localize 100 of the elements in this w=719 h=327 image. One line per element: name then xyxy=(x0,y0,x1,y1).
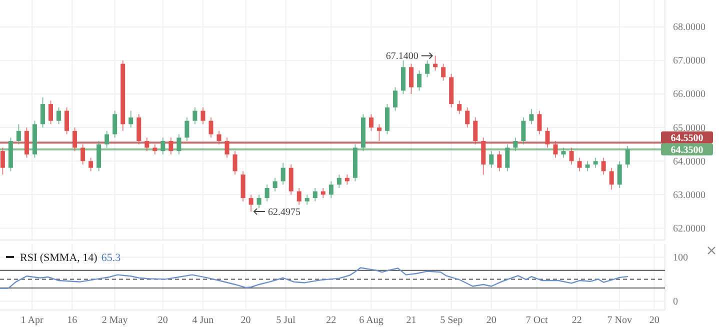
annotation: 67.1400 xyxy=(386,51,418,62)
x-tick-label: 1 Apr xyxy=(20,315,44,326)
candlestick xyxy=(601,157,606,176)
text: 65.3 xyxy=(101,252,122,264)
candlestick xyxy=(280,162,286,186)
candlestick xyxy=(80,144,86,165)
candlestick xyxy=(112,110,118,138)
candlestick xyxy=(16,124,21,145)
x-tick-label: 5 Jul xyxy=(276,315,296,326)
ref-line-label: 64.3500 xyxy=(670,144,704,156)
candlestick xyxy=(609,167,614,190)
candlestick xyxy=(288,164,294,196)
ref-line-label: 64.5500 xyxy=(670,132,704,144)
y-tick-label: 0 xyxy=(673,296,678,308)
candlestick xyxy=(344,174,350,186)
x-tick-label: 20 xyxy=(240,315,251,326)
candlestick xyxy=(513,137,518,152)
candlestick xyxy=(481,137,486,176)
x-tick-label: 20 xyxy=(158,315,168,326)
x-tick-label: 22 xyxy=(572,315,582,326)
candlestick xyxy=(473,116,478,145)
y-tick-label: 66.0000 xyxy=(673,89,706,100)
candlestick xyxy=(296,187,302,206)
candlestick xyxy=(561,147,566,158)
candlestick xyxy=(441,63,446,82)
x-tick-label: 5 Sep xyxy=(440,315,463,326)
candlestick xyxy=(545,127,550,148)
candlestick xyxy=(200,106,206,125)
candlestick xyxy=(368,114,374,132)
line-series xyxy=(0,267,628,290)
x-tick-label: 20 xyxy=(486,315,496,326)
candlestick xyxy=(593,157,598,168)
candlestick xyxy=(537,110,542,135)
x-tick-label: 22 xyxy=(326,315,336,326)
y-tick-label: 65.0000 xyxy=(673,122,706,134)
candlestick xyxy=(64,106,70,135)
candlestick xyxy=(505,144,510,172)
x-tick-label: 7 Nov xyxy=(607,315,632,326)
candlestick xyxy=(393,86,398,112)
candlestick xyxy=(160,137,166,155)
x-tick-label: 2 May xyxy=(102,315,128,326)
y-tick-label: 64.0000 xyxy=(673,156,706,168)
candlestick xyxy=(240,170,246,202)
candlestick xyxy=(96,140,102,172)
candlestick xyxy=(152,144,158,155)
y-tick-label: 68.0000 xyxy=(673,22,706,34)
candlestick xyxy=(232,150,238,176)
candlestick xyxy=(56,106,62,125)
candlestick xyxy=(529,108,534,125)
candlestick xyxy=(104,130,110,148)
candlestick xyxy=(136,114,142,145)
text: RSI (SMMA, 14) xyxy=(20,252,98,264)
candlestick xyxy=(577,157,582,172)
candlestick xyxy=(248,194,254,212)
candlestick xyxy=(433,55,438,71)
x-tick-label: 7 Oct xyxy=(526,315,548,326)
candlestick xyxy=(617,160,622,188)
candlestick xyxy=(40,96,45,128)
candlestick xyxy=(417,70,422,92)
candlestick xyxy=(409,63,414,94)
candlestick xyxy=(88,157,94,172)
candlestick xyxy=(208,116,214,138)
y-tick-label: 100 xyxy=(673,252,688,264)
candlestick xyxy=(312,187,318,202)
x-tick-label: 16 xyxy=(67,315,78,326)
candlestick xyxy=(465,106,470,128)
candlestick xyxy=(336,174,342,188)
candlestick xyxy=(216,130,222,145)
candlestick xyxy=(376,124,382,142)
candlestick xyxy=(168,137,174,155)
candlestick xyxy=(425,60,430,78)
candlestick xyxy=(489,150,494,168)
candlestick xyxy=(128,110,134,128)
x-tick-label: 20 xyxy=(649,315,660,326)
y-tick-label: 62.0000 xyxy=(673,223,706,234)
candlestick xyxy=(224,137,230,158)
candlestick xyxy=(457,100,462,115)
candlestick xyxy=(625,146,630,168)
x-tick-label: 6 Aug xyxy=(359,315,384,326)
y-tick-label: 63.0000 xyxy=(673,190,706,201)
candlestick xyxy=(497,150,502,172)
y-tick-label: 67.0000 xyxy=(673,56,706,67)
candlestick xyxy=(328,180,334,199)
candlestick xyxy=(24,127,29,158)
candlestick xyxy=(264,184,270,202)
candlestick xyxy=(585,160,590,172)
candlestick xyxy=(320,187,326,199)
x-tick-label: 4 Jun xyxy=(192,315,214,326)
annotation: 62.4975 xyxy=(268,207,301,218)
candlestick xyxy=(184,116,190,142)
candlestick xyxy=(256,194,262,209)
candlestick xyxy=(144,137,150,152)
candlestick xyxy=(176,134,182,155)
candlestick xyxy=(385,104,390,135)
candlestick xyxy=(272,177,278,192)
candlestick xyxy=(553,140,558,158)
candlestick xyxy=(192,106,198,125)
candlestick xyxy=(72,127,78,152)
candlestick xyxy=(48,100,53,125)
candlestick xyxy=(304,194,310,206)
